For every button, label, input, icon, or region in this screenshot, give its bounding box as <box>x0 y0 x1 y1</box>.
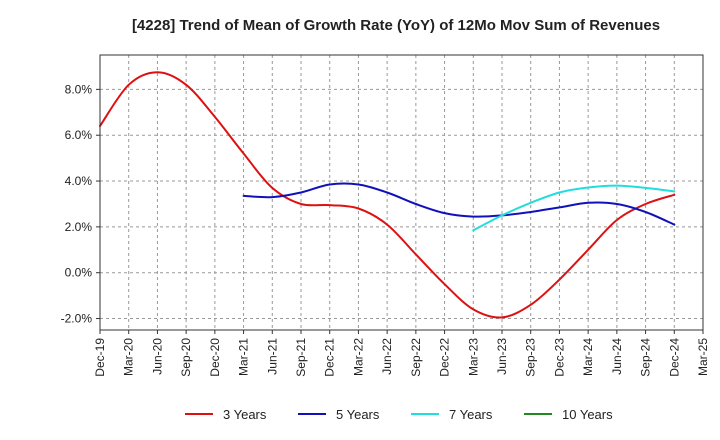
y-tick-label: 6.0% <box>65 128 93 142</box>
grid-lines <box>99 55 704 330</box>
x-tick-label: Jun-22 <box>380 338 394 375</box>
legend-label-3-years: 3 Years <box>223 407 267 422</box>
x-tick-label: Mar-21 <box>237 338 251 376</box>
x-tick-label: Sep-23 <box>524 338 538 377</box>
y-tick-label: 4.0% <box>65 174 93 188</box>
x-tick-label: Dec-21 <box>323 338 337 377</box>
x-tick-label: Mar-24 <box>581 338 595 376</box>
x-tick-label: Jun-20 <box>150 338 164 375</box>
chart-title: [4228] Trend of Mean of Growth Rate (YoY… <box>132 17 660 34</box>
x-tick-label: Sep-22 <box>409 338 423 377</box>
x-tick-label: Sep-20 <box>179 338 193 377</box>
series-line-7-years <box>472 184 676 232</box>
series-line-3-years <box>99 71 676 319</box>
x-tick-label: Mar-23 <box>466 338 480 376</box>
x-tick-label: Sep-21 <box>294 338 308 377</box>
x-tick-label: Mar-25 <box>696 338 710 376</box>
x-axis-ticks: Dec-19 Mar-20 Jun-20 Sep-20 Dec-20 Mar-21 Jun-… <box>93 330 710 377</box>
y-tick-label: 8.0% <box>65 82 93 96</box>
x-tick-label: Sep-24 <box>639 338 653 377</box>
plot-frame <box>99 54 704 331</box>
series-lines <box>99 71 676 319</box>
x-tick-label: Jun-21 <box>265 338 279 375</box>
y-tick-label: 2.0% <box>65 220 93 234</box>
y-tick-label: 0.0% <box>65 266 93 280</box>
y-axis-ticks: -2.0% 0.0% 2.0% 4.0% 6.0% 8.0% <box>61 82 100 326</box>
x-tick-label: Dec-22 <box>438 338 452 377</box>
legend: 3 Years 5 Years 7 Years 10 Years <box>185 407 613 422</box>
legend-label-7-years: 7 Years <box>449 407 493 422</box>
legend-label-5-years: 5 Years <box>336 407 380 422</box>
x-tick-label: Dec-23 <box>552 338 566 377</box>
x-tick-label: Dec-20 <box>208 338 222 377</box>
x-tick-label: Jun-23 <box>495 338 509 375</box>
x-tick-label: Dec-24 <box>667 338 681 377</box>
x-tick-label: Mar-20 <box>122 338 136 376</box>
x-tick-label: Mar-22 <box>351 338 365 376</box>
y-tick-label: -2.0% <box>61 312 93 326</box>
legend-label-10-years: 10 Years <box>562 407 613 422</box>
x-tick-label: Jun-24 <box>610 338 624 375</box>
series-line-5-years <box>242 182 676 226</box>
x-tick-label: Dec-19 <box>93 338 107 377</box>
